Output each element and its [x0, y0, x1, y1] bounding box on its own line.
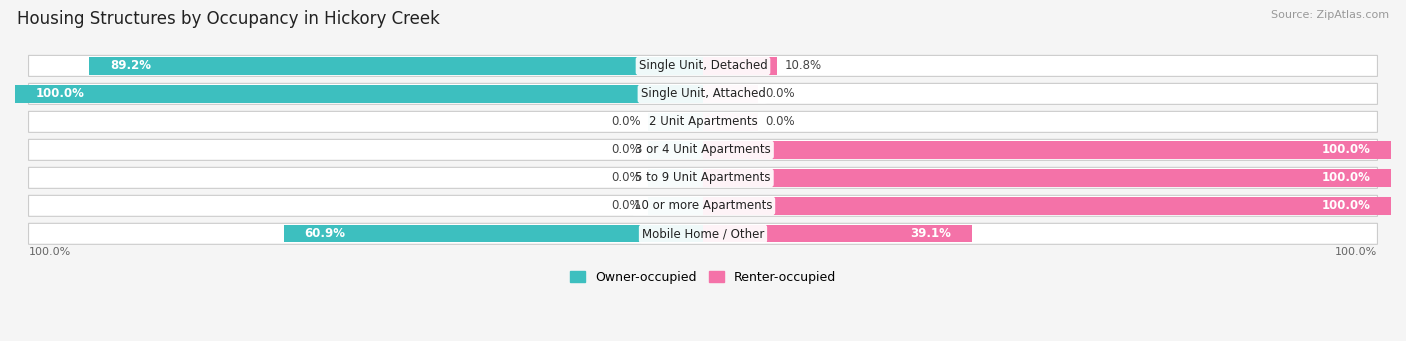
Text: 89.2%: 89.2%	[110, 59, 150, 72]
Text: 100.0%: 100.0%	[28, 247, 72, 257]
Bar	[703, 113, 758, 131]
Bar	[284, 225, 703, 242]
Bar	[15, 85, 703, 103]
Bar	[703, 141, 1391, 159]
Bar	[648, 169, 703, 187]
Text: 100.0%: 100.0%	[1322, 171, 1371, 184]
Bar	[703, 197, 1391, 214]
Text: 10 or more Apartments: 10 or more Apartments	[634, 199, 772, 212]
FancyBboxPatch shape	[28, 112, 1378, 132]
FancyBboxPatch shape	[28, 167, 1378, 188]
Text: 60.9%: 60.9%	[305, 227, 346, 240]
Text: 100.0%: 100.0%	[35, 87, 84, 100]
Bar	[648, 197, 703, 214]
Bar	[703, 169, 1391, 187]
Text: 2 Unit Apartments: 2 Unit Apartments	[648, 115, 758, 128]
Bar	[703, 57, 778, 75]
Text: Single Unit, Detached: Single Unit, Detached	[638, 59, 768, 72]
Text: 39.1%: 39.1%	[911, 227, 952, 240]
Text: 10.8%: 10.8%	[785, 59, 821, 72]
Text: Mobile Home / Other: Mobile Home / Other	[641, 227, 765, 240]
Text: 0.0%: 0.0%	[612, 143, 641, 157]
Bar	[703, 225, 972, 242]
Text: 5 to 9 Unit Apartments: 5 to 9 Unit Apartments	[636, 171, 770, 184]
FancyBboxPatch shape	[28, 223, 1378, 244]
Text: Housing Structures by Occupancy in Hickory Creek: Housing Structures by Occupancy in Hicko…	[17, 10, 440, 28]
Text: 0.0%: 0.0%	[765, 87, 794, 100]
Bar	[703, 85, 758, 103]
Text: Source: ZipAtlas.com: Source: ZipAtlas.com	[1271, 10, 1389, 20]
FancyBboxPatch shape	[28, 195, 1378, 216]
FancyBboxPatch shape	[28, 84, 1378, 104]
FancyBboxPatch shape	[28, 139, 1378, 160]
Text: 100.0%: 100.0%	[1322, 199, 1371, 212]
Text: 3 or 4 Unit Apartments: 3 or 4 Unit Apartments	[636, 143, 770, 157]
Text: 100.0%: 100.0%	[1322, 143, 1371, 157]
Bar	[648, 141, 703, 159]
Text: 0.0%: 0.0%	[612, 199, 641, 212]
Legend: Owner-occupied, Renter-occupied: Owner-occupied, Renter-occupied	[565, 266, 841, 289]
Text: 0.0%: 0.0%	[612, 171, 641, 184]
Bar	[648, 113, 703, 131]
Text: 0.0%: 0.0%	[612, 115, 641, 128]
Bar	[90, 57, 703, 75]
FancyBboxPatch shape	[28, 55, 1378, 76]
Text: Single Unit, Attached: Single Unit, Attached	[641, 87, 765, 100]
Text: 0.0%: 0.0%	[765, 115, 794, 128]
Text: 100.0%: 100.0%	[1334, 247, 1378, 257]
